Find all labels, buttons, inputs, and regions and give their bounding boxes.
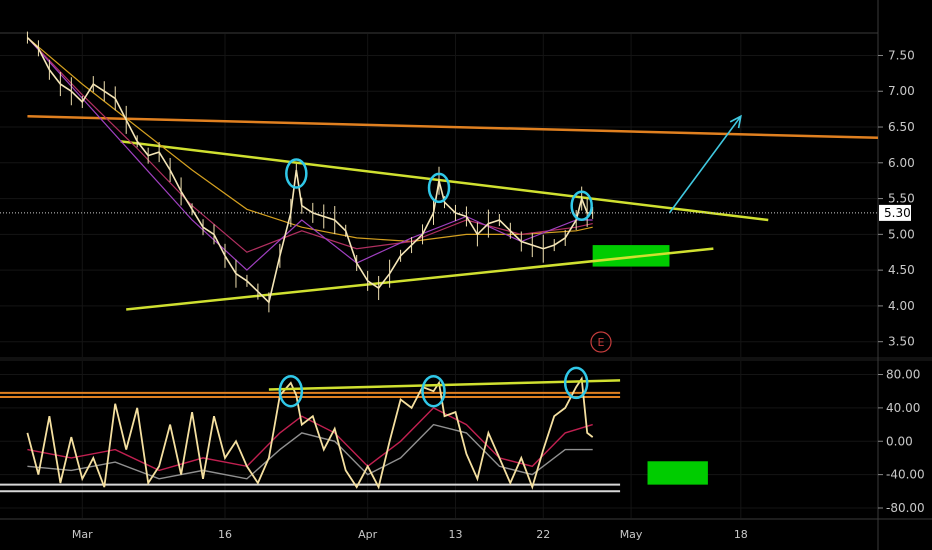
earnings-label: E <box>598 336 605 349</box>
moving-average-line <box>26 37 593 271</box>
moving-average-line <box>26 37 593 253</box>
osc-tick-label: 0.00 <box>886 434 913 448</box>
y-tick-label: 6.00 <box>888 156 915 170</box>
forecast-arrow[interactable] <box>668 115 742 214</box>
time-axis: Mar 16 Apr 13 22 May 18 <box>72 528 748 541</box>
x-tick-label: 16 <box>218 528 232 541</box>
price-line <box>26 37 593 304</box>
oscillator-panel[interactable] <box>0 366 708 493</box>
x-tick-label: 13 <box>448 528 462 541</box>
trend-line[interactable] <box>120 140 769 222</box>
forecast-arrow-head <box>729 114 742 129</box>
y-tick-label: 5.00 <box>888 227 915 241</box>
x-tick-label: Apr <box>358 528 378 541</box>
panel-separator[interactable] <box>0 357 932 361</box>
trend-line[interactable] <box>126 247 714 311</box>
y-tick-label: 7.50 <box>888 48 915 62</box>
earnings-circle <box>590 331 612 353</box>
osc-highlight-circle <box>563 366 589 400</box>
x-tick-label: 18 <box>734 528 748 541</box>
osc-tick-label: 40.00 <box>886 401 920 415</box>
y-tick-label: 4.50 <box>888 263 915 277</box>
osc-tick-label: -80.00 <box>886 501 925 515</box>
oscillator-line <box>26 376 594 490</box>
last-price-label: 5.30 <box>884 206 911 220</box>
highlight-circle <box>427 172 451 204</box>
x-tick-label: Mar <box>72 528 93 541</box>
y-tick-label: 7.00 <box>888 84 915 98</box>
osc-highlight-circle <box>278 374 304 408</box>
osc-target-zone[interactable] <box>647 461 708 485</box>
osc-tick-label: -40.00 <box>886 468 925 482</box>
x-tick-label: May <box>620 528 643 541</box>
price-axis: 7.50 7.00 6.50 6.00 5.50 5.00 4.50 4.00 3.50 5.30 <box>878 48 915 349</box>
highlight-circle <box>570 190 593 221</box>
y-tick-label: 3.50 <box>888 335 915 349</box>
target-zone[interactable] <box>592 245 670 267</box>
oscillator-line <box>27 423 593 480</box>
osc-tick-label: 80.00 <box>886 368 920 382</box>
y-tick-label: 6.50 <box>888 120 915 134</box>
oscillator-axis: 80.00 40.00 0.00 -40.00 -80.00 <box>878 368 925 515</box>
osc-highlight-circle <box>421 374 446 408</box>
y-tick-label: 5.50 <box>888 192 915 206</box>
last-price-tag <box>879 204 911 221</box>
y-tick-label: 4.00 <box>888 299 915 313</box>
trend-line[interactable] <box>27 115 879 140</box>
earnings-marker[interactable]: E <box>590 331 612 353</box>
price-panel[interactable] <box>0 31 879 313</box>
grid-lines <box>0 34 878 518</box>
x-tick-label: 22 <box>536 528 550 541</box>
highlight-circle <box>285 158 308 189</box>
